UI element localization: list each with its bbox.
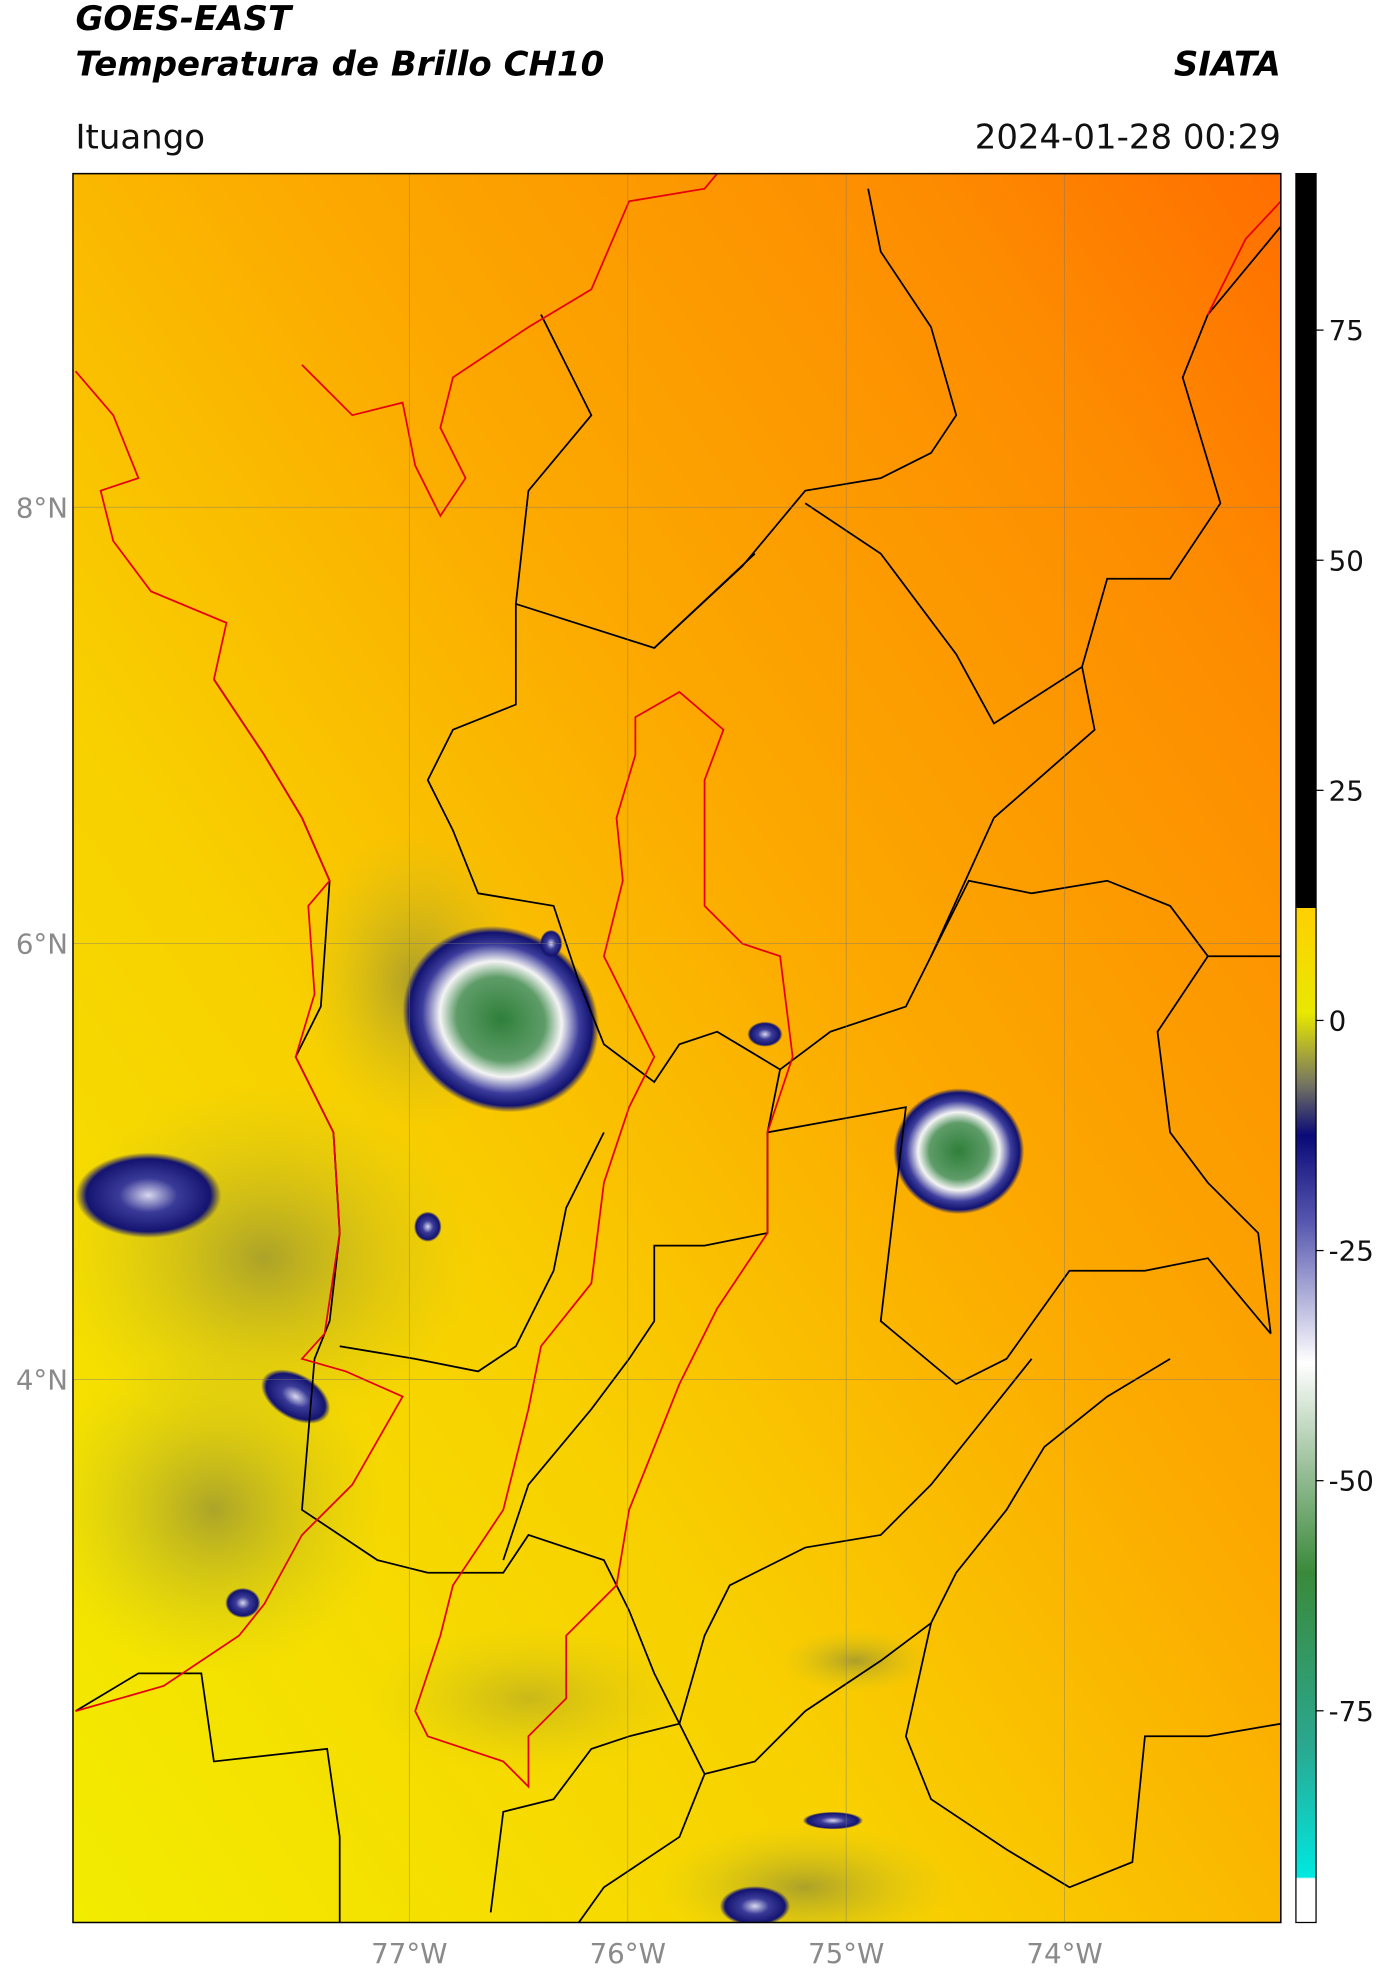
map-frame: [72, 172, 1282, 1924]
coast-and-region: [74, 173, 1281, 1789]
haze: [72, 830, 957, 1923]
lon-label: 77°W: [371, 1937, 447, 1970]
colorbar-label: 50: [1329, 544, 1364, 577]
map-area: [72, 173, 1281, 1923]
lon-label: 74°W: [1026, 1937, 1102, 1970]
location: Ituango: [75, 117, 205, 157]
colorbar-ticks: 75 50 25 0 -25 -50 -75: [1316, 314, 1374, 1728]
lon-label: 76°W: [590, 1937, 666, 1970]
colorbar-label: -75: [1329, 1695, 1374, 1728]
subtitle: Temperatura de Brillo CH10: [75, 44, 604, 84]
colorbar-label: 25: [1329, 774, 1364, 807]
lat-label: 8°N: [16, 491, 68, 524]
title: GOES-EAST: [75, 0, 293, 39]
lon-label: 75°W: [808, 1937, 884, 1970]
source: SIATA: [1174, 44, 1281, 84]
axis-labels: 77°W 76°W 75°W 74°W 8°N 6°N 4°N: [16, 491, 1103, 1969]
graticule: [72, 173, 1281, 1923]
colorbar: [1295, 172, 1317, 1924]
lat-label: 4°N: [16, 1364, 68, 1397]
lat-label: 6°N: [16, 927, 68, 960]
storms: [75, 925, 1025, 1923]
colorbar-label: 0: [1329, 1005, 1347, 1038]
borders: [75, 188, 1281, 1923]
timestamp: 2024-01-28 00:29: [975, 117, 1281, 157]
colorbar-label: 75: [1329, 314, 1364, 347]
colorbar-label: -50: [1329, 1465, 1374, 1498]
colorbar-label: -25: [1329, 1235, 1374, 1268]
